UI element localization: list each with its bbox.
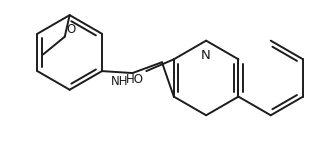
- Text: NH: NH: [111, 75, 128, 88]
- Text: HO: HO: [126, 73, 144, 86]
- Text: O: O: [67, 23, 76, 36]
- Text: N: N: [201, 48, 211, 62]
